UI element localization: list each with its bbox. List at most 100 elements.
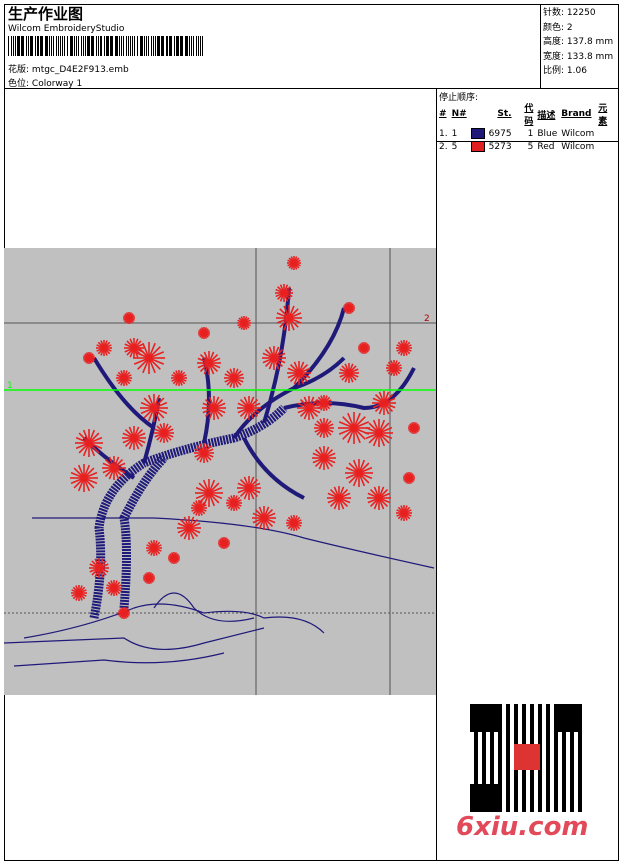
qr-module [482,756,486,760]
barcode-bar [64,36,66,56]
qr-module [486,808,490,812]
qr-module [538,804,542,808]
qr-module [562,792,566,796]
qr-module [498,716,502,720]
qr-module [538,708,542,712]
qr-module [514,780,518,784]
qr-module [490,764,494,768]
barcode-bar [197,36,199,56]
qr-module [514,724,518,728]
qr-module [470,728,474,732]
qr-module [494,724,498,728]
qr-module [570,704,574,708]
qr-module [558,704,562,708]
qr-module [522,712,526,716]
qr-module [538,720,542,724]
qr-module [506,768,510,772]
plum-blossom [343,302,355,314]
software-name: Wilcom EmbroideryStudio [8,24,125,34]
qr-module [494,796,498,800]
qr-module [474,740,478,744]
plum-blossom [372,391,396,415]
qr-module [514,716,518,720]
qr-module [530,788,534,792]
qr-module [522,796,526,800]
barcode-bar [67,36,69,56]
qr-module [490,800,494,804]
qr-module [530,712,534,716]
qr-module [494,720,498,724]
barcode-bar [73,36,75,56]
plum-blossom [338,412,370,444]
page-title: 生产作业图 [8,5,84,23]
qr-module [506,792,510,796]
qr-module [546,764,550,768]
qr-module [562,800,566,804]
colorway-label: 色位: [8,79,30,89]
qr-module [562,764,566,768]
stop-sequence-title: 停止顺序: [439,93,479,103]
qr-module [570,768,574,772]
qr-module [482,712,486,716]
plum-blossom [75,429,103,457]
barcode-bar [77,36,79,56]
stat-value: 1.06 [566,66,587,76]
plum-blossom [71,585,87,601]
qr-module [490,784,494,788]
qr-module [570,756,574,760]
qr-module [482,800,486,804]
color-code: 5 [527,141,534,152]
barcode-bar [156,36,160,56]
qr-module [474,760,478,764]
qr-module [562,728,566,732]
barcode-bar [133,36,135,56]
qr-module [498,720,502,724]
qr-module [494,808,498,812]
qr-module [470,724,474,728]
qr-module [574,720,578,724]
qr-module [562,768,566,772]
qr-module [554,808,558,812]
qr-module [482,720,486,724]
qr-module [522,724,526,728]
qr-module [474,716,478,720]
qr-module [482,708,486,712]
plum-blossom [275,284,293,302]
qr-module [578,776,582,780]
qr-module [490,732,494,736]
stat-item: 高度: 137.8 mm [543,34,613,47]
qr-module [578,724,582,728]
barcode-bar [27,36,29,56]
qr-module [554,784,558,788]
qr-module [554,764,558,768]
qr-module [562,720,566,724]
qr-module [514,704,518,708]
qr-module [514,776,518,780]
qr-module [558,708,562,712]
plum-blossom [146,540,162,556]
barcode-bar [90,36,94,56]
plum-blossom [83,352,95,364]
plum-blossom [358,342,370,354]
qr-module [482,768,486,772]
qr-module [554,708,558,712]
qr-module [506,704,510,708]
qr-module [494,804,498,808]
qr-module [522,716,526,720]
qr-module [538,800,542,804]
ground-line [13,652,225,667]
qr-module [514,736,518,740]
barcode-bar [150,36,152,56]
qr-module [506,752,510,756]
qr-module [478,720,482,724]
qr-module [506,756,510,760]
qr-module [522,720,526,724]
barcode-bar [154,36,156,56]
qr-module [474,712,478,716]
qr-module [574,728,578,732]
qr-module [562,788,566,792]
qr-module [490,768,494,772]
barcode-bar [123,36,125,56]
qr-module [546,772,550,776]
qr-module [570,728,574,732]
